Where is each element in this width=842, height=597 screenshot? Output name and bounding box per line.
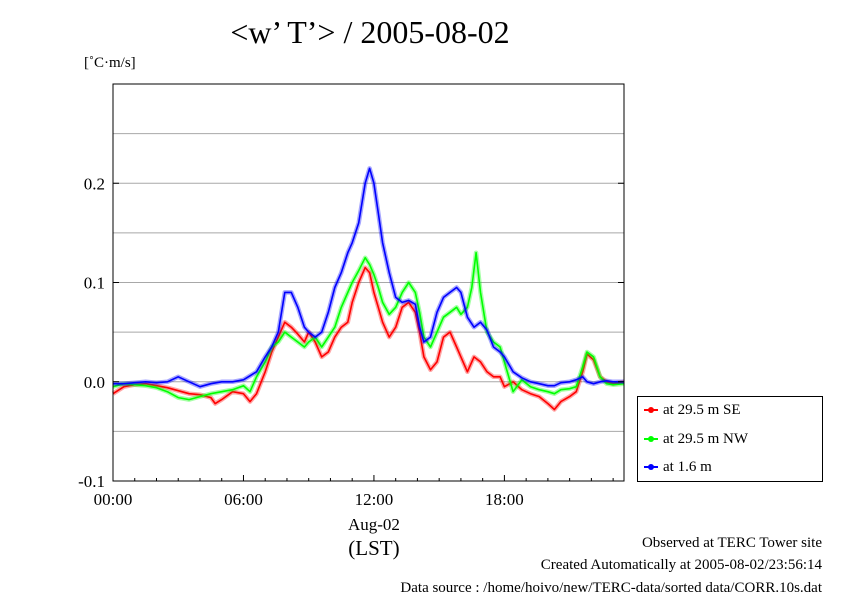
y-tick-label: 0.2 bbox=[84, 174, 105, 193]
grid-lines bbox=[113, 133, 624, 432]
x-date-label: Aug-02 bbox=[348, 515, 400, 534]
footer-source: Data source : /home/hoivo/new/TERC-data/… bbox=[400, 580, 822, 596]
legend: at 29.5 m SE at 29.5 m NW at 1.6 m bbox=[637, 396, 823, 482]
chart-title: <w’ T’> / 2005-08-02 bbox=[230, 14, 510, 50]
x-axis-label: (LST) bbox=[348, 536, 399, 560]
series-line-0 bbox=[112, 266, 625, 411]
x-tick-label: 00:00 bbox=[94, 490, 133, 509]
legend-swatch-nw bbox=[644, 436, 658, 442]
legend-item-1-6m: at 1.6 m bbox=[644, 457, 712, 477]
series-line-2 bbox=[113, 167, 624, 388]
legend-label-1-6m: at 1.6 m bbox=[663, 458, 712, 475]
footer-site: Observed at TERC Tower site bbox=[641, 535, 822, 551]
legend-label-nw: at 29.5 m NW bbox=[663, 430, 748, 447]
y-tick-label: 0.1 bbox=[84, 274, 105, 293]
footer-created: Created Automatically at 2005-08-02/23:5… bbox=[540, 557, 822, 573]
legend-item-se: at 29.5 m SE bbox=[644, 400, 741, 420]
legend-item-nw: at 29.5 m NW bbox=[644, 429, 748, 449]
y-tick-label: 0.0 bbox=[84, 373, 105, 392]
x-tick-label: 06:00 bbox=[224, 490, 263, 509]
legend-swatch-se bbox=[644, 407, 658, 413]
y-axis-unit: [˚C·m/s] bbox=[84, 55, 136, 71]
legend-swatch-1-6m bbox=[644, 464, 658, 470]
x-tick-label: 18:00 bbox=[485, 490, 524, 509]
series-halo-0 bbox=[111, 265, 625, 412]
series-layer bbox=[111, 166, 625, 412]
axis-layer: -0.1 0.0 0.1 0.2 00:00 06:00 12:00 18:00 Aug-02 (… bbox=[78, 174, 624, 560]
legend-label-se: at 29.5 m SE bbox=[663, 401, 741, 418]
y-tick-label: -0.1 bbox=[78, 472, 105, 491]
x-tick-label: 12:00 bbox=[355, 490, 394, 509]
series-line-1 bbox=[112, 251, 625, 401]
